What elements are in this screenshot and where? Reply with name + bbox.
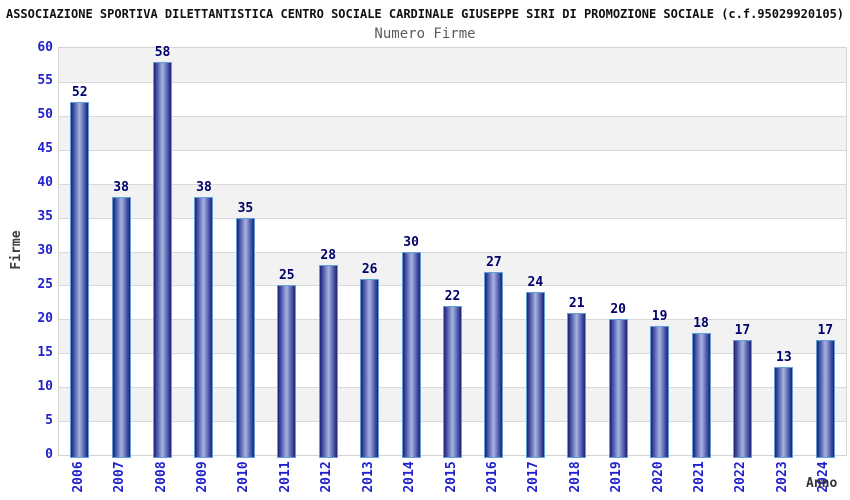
- y-tick-label: 30: [37, 243, 53, 258]
- gridline: [59, 285, 846, 287]
- bar-value-label: 22: [444, 288, 461, 304]
- y-tick-label: 25: [37, 276, 53, 292]
- x-tick-label: 2019: [609, 461, 625, 493]
- x-tick-label: 2010: [236, 461, 252, 493]
- bar-value-label: 24: [527, 275, 544, 291]
- bar-2007: [111, 197, 131, 458]
- grid-band: [59, 251, 846, 286]
- bar-value-label: 20: [610, 302, 626, 318]
- grid-band: [59, 81, 846, 116]
- bar-2020: [650, 326, 670, 458]
- bar-2023: [774, 366, 794, 458]
- bar-value-label: 13: [776, 349, 792, 365]
- gridline: [59, 251, 846, 253]
- bar-value-label: 35: [237, 200, 254, 216]
- x-tick-label: 2013: [360, 461, 376, 493]
- bar-value-label: 30: [403, 234, 419, 250]
- y-tick-label: 50: [37, 107, 53, 123]
- bar-value-label: 28: [320, 248, 337, 264]
- x-tick-label: 2021: [692, 461, 708, 493]
- bar-2016: [484, 271, 504, 458]
- y-tick-label: 55: [37, 73, 53, 89]
- gridline: [59, 115, 846, 117]
- x-tick-label: 2023: [774, 461, 790, 493]
- x-tick-label: 2008: [153, 461, 169, 493]
- bar-value-label: 21: [568, 295, 585, 311]
- bar-2022: [732, 339, 752, 458]
- grid-band: [59, 48, 846, 82]
- gridline: [59, 81, 846, 83]
- bar-value-label: 38: [113, 180, 129, 196]
- gridline: [59, 217, 846, 219]
- bar-2018: [567, 312, 587, 458]
- bar-2014: [401, 251, 421, 458]
- bar-value-label: 58: [154, 44, 171, 60]
- y-tick-label: 0: [45, 446, 53, 462]
- bar-2013: [360, 278, 380, 458]
- bar-value-label: 27: [486, 254, 502, 270]
- bar-2012: [318, 265, 338, 458]
- y-tick-label: 10: [37, 378, 53, 394]
- bar-value-label: 26: [361, 261, 378, 277]
- bar-2017: [525, 292, 545, 458]
- bar-value-label: 17: [734, 322, 751, 338]
- bar-value-label: 18: [693, 315, 709, 331]
- bar-value-label: 19: [651, 309, 668, 325]
- bar-value-label: 38: [196, 180, 212, 196]
- x-tick-label: 2020: [650, 461, 666, 493]
- y-tick-label: 15: [37, 344, 53, 360]
- bar-2008: [153, 61, 173, 458]
- x-tick-label: 2022: [733, 461, 749, 493]
- y-tick-label: 20: [37, 310, 53, 326]
- bar-2010: [235, 217, 255, 458]
- y-tick-label: 60: [37, 39, 53, 55]
- bar-value-label: 25: [278, 268, 295, 284]
- x-tick-label: 2012: [319, 461, 335, 493]
- chart-title: ASSOCIAZIONE SPORTIVA DILETTANTISTICA CE…: [5, 7, 845, 21]
- y-tick-label: 5: [45, 412, 53, 428]
- y-tick-label: 40: [37, 175, 53, 191]
- x-tick-label: 2016: [484, 461, 500, 493]
- bar-2009: [194, 197, 214, 458]
- bar-value-label: 52: [71, 85, 88, 101]
- gridline: [59, 183, 846, 185]
- chart-subtitle: Numero Firme: [374, 26, 476, 42]
- x-tick-label: 2015: [443, 461, 459, 493]
- x-tick-label: 2009: [194, 461, 210, 493]
- bar-2019: [608, 319, 628, 458]
- bar-value-label: 17: [817, 322, 834, 338]
- x-tick-label: 2007: [112, 461, 128, 493]
- x-tick-label: 2014: [402, 461, 418, 493]
- bar-2015: [443, 305, 462, 458]
- x-tick-label: 2017: [526, 461, 542, 493]
- grid-band: [59, 115, 846, 150]
- bar-2024: [815, 339, 835, 458]
- y-tick-label: 35: [37, 209, 53, 225]
- y-tick-label: 45: [37, 141, 53, 157]
- grid-band: [59, 149, 846, 184]
- bar-2021: [691, 332, 711, 458]
- x-tick-label: 2018: [567, 461, 583, 493]
- x-tick-label: 2006: [70, 461, 86, 493]
- grid-band: [59, 183, 846, 218]
- x-tick-label: 2011: [277, 461, 293, 493]
- bar-2006: [70, 102, 90, 458]
- gridline: [59, 149, 846, 151]
- grid-band: [59, 217, 846, 252]
- bar-2011: [277, 285, 297, 458]
- x-axis-label: Anno: [806, 476, 838, 491]
- plot-area: 52 38 58 38 35 25 28 26 30 22 27 24 21 20 19 18 17 13 17: [58, 44, 847, 458]
